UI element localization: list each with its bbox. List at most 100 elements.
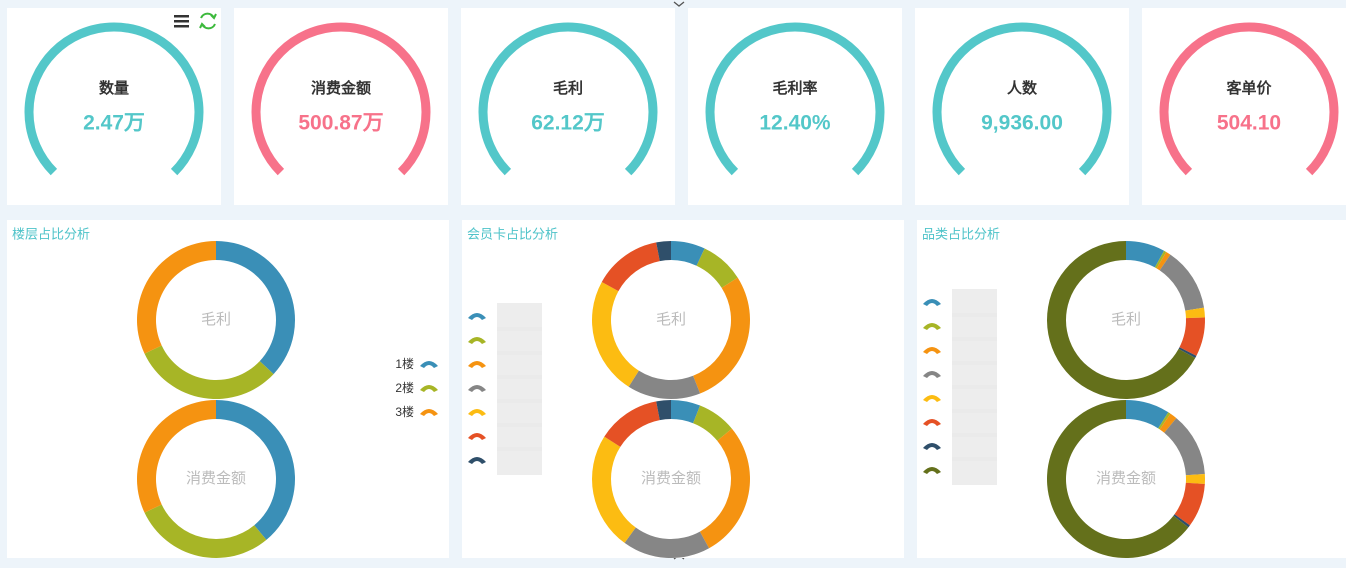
legend-label-obscured (952, 313, 997, 341)
legend-label-obscured (952, 361, 997, 389)
legend-icon[interactable] (923, 371, 941, 378)
legend-icon[interactable] (468, 313, 486, 320)
donut-slice (1164, 418, 1205, 476)
legend-icon[interactable] (923, 419, 941, 426)
kpi-card (1142, 8, 1346, 205)
gauge-arc (478, 22, 658, 176)
gauge-arc (932, 22, 1112, 176)
legend-label-obscured (497, 399, 542, 427)
refresh-icon[interactable] (199, 12, 217, 30)
kpi-label: 毛利 (553, 79, 583, 97)
donut-label: 消费金额 (641, 470, 701, 487)
donut-slice (216, 400, 296, 540)
gauge-arc (705, 22, 885, 176)
legend-icon[interactable] (923, 323, 941, 330)
legend-icon[interactable] (420, 409, 438, 416)
donut-slice (624, 527, 710, 558)
donut-slice (604, 401, 660, 447)
kpi-card (461, 8, 675, 205)
legend-label-obscured (497, 303, 542, 331)
donut-slice (699, 428, 750, 549)
menu-icon[interactable] (174, 15, 189, 28)
kpi-value: 2.47万 (83, 112, 145, 135)
kpi-value: 500.87万 (298, 112, 383, 135)
legend-icon[interactable] (468, 457, 486, 464)
legend-label-obscured (952, 457, 997, 485)
donut-slice (1178, 347, 1197, 359)
donut-slice (1173, 514, 1190, 528)
donut-slice (1159, 254, 1205, 311)
donut-slice (1156, 252, 1171, 271)
donut-label: 毛利 (656, 311, 686, 328)
kpi-card (7, 8, 221, 205)
donut-slice (1179, 317, 1205, 356)
legend-label: 1楼 (395, 356, 414, 371)
kpi-value: 62.12万 (531, 112, 605, 135)
donut-label: 毛利 (201, 311, 231, 328)
legend-label-obscured (497, 447, 542, 475)
kpi-value: 9,936.00 (981, 112, 1063, 135)
legend-label: 2楼 (395, 380, 414, 395)
legend-icon[interactable] (468, 409, 486, 416)
legend-label-obscured (952, 337, 997, 365)
legend-label-obscured (952, 385, 997, 413)
legend-icon[interactable] (468, 433, 486, 440)
legend-icon[interactable] (468, 337, 486, 344)
kpi-label: 毛利率 (772, 79, 817, 97)
legend-icon[interactable] (923, 347, 941, 354)
kpi-card (688, 8, 902, 205)
donut-label: 消费金额 (1096, 470, 1156, 487)
kpi-card (915, 8, 1129, 205)
legend-label-obscured (952, 409, 997, 437)
donut-slice (693, 405, 732, 441)
legend-label-obscured (952, 433, 997, 461)
donut-slice (628, 370, 701, 399)
donut-slice (671, 241, 705, 266)
kpi-label: 人数 (1007, 79, 1038, 97)
panel-title: 楼层占比分析 (12, 226, 90, 241)
legend-icon[interactable] (420, 385, 438, 392)
donut-slice (696, 248, 738, 288)
legend-label-obscured (497, 327, 542, 355)
legend-label-obscured (497, 423, 542, 451)
legend-icon[interactable] (923, 299, 941, 306)
donut-slice (693, 277, 751, 394)
kpi-value: 504.10 (1217, 112, 1281, 135)
donut-slice (1158, 412, 1171, 430)
gauge-arc (251, 22, 431, 176)
legend-icon[interactable] (468, 361, 486, 368)
legend-label-obscured (497, 351, 542, 379)
legend-label-obscured (952, 289, 997, 317)
donut-slice (137, 400, 216, 513)
donut-slice (671, 400, 701, 424)
donut-slice (1126, 241, 1165, 268)
legend-icon[interactable] (923, 395, 941, 402)
legend-label-obscured (497, 375, 542, 403)
collapse-toggle[interactable] (673, 1, 685, 7)
legend-icon[interactable] (468, 385, 486, 392)
donut-label: 消费金额 (186, 470, 246, 487)
donut-label: 毛利 (1111, 311, 1141, 328)
donut-slice (601, 242, 660, 292)
donut-slice (592, 281, 639, 387)
legend-icon[interactable] (923, 443, 941, 450)
legend-label: 3楼 (395, 404, 414, 419)
legend-icon[interactable] (923, 467, 941, 474)
donut-slice (1159, 413, 1177, 433)
kpi-label: 客单价 (1225, 79, 1272, 97)
kpi-label: 数量 (99, 79, 129, 97)
kpi-value: 12.40% (759, 112, 831, 135)
donut-slice (656, 400, 671, 421)
donut-slice (1185, 474, 1205, 484)
donut-slice (1174, 482, 1205, 526)
legend-icon[interactable] (420, 361, 438, 368)
donut-slice (592, 436, 636, 543)
kpi-label: 消费金额 (311, 79, 371, 97)
donut-slice (1185, 307, 1205, 319)
panel-title: 品类占比分析 (922, 226, 1000, 241)
gauge-arc (1159, 22, 1339, 176)
donut-slice (1154, 250, 1167, 269)
donut-slice (656, 241, 671, 262)
